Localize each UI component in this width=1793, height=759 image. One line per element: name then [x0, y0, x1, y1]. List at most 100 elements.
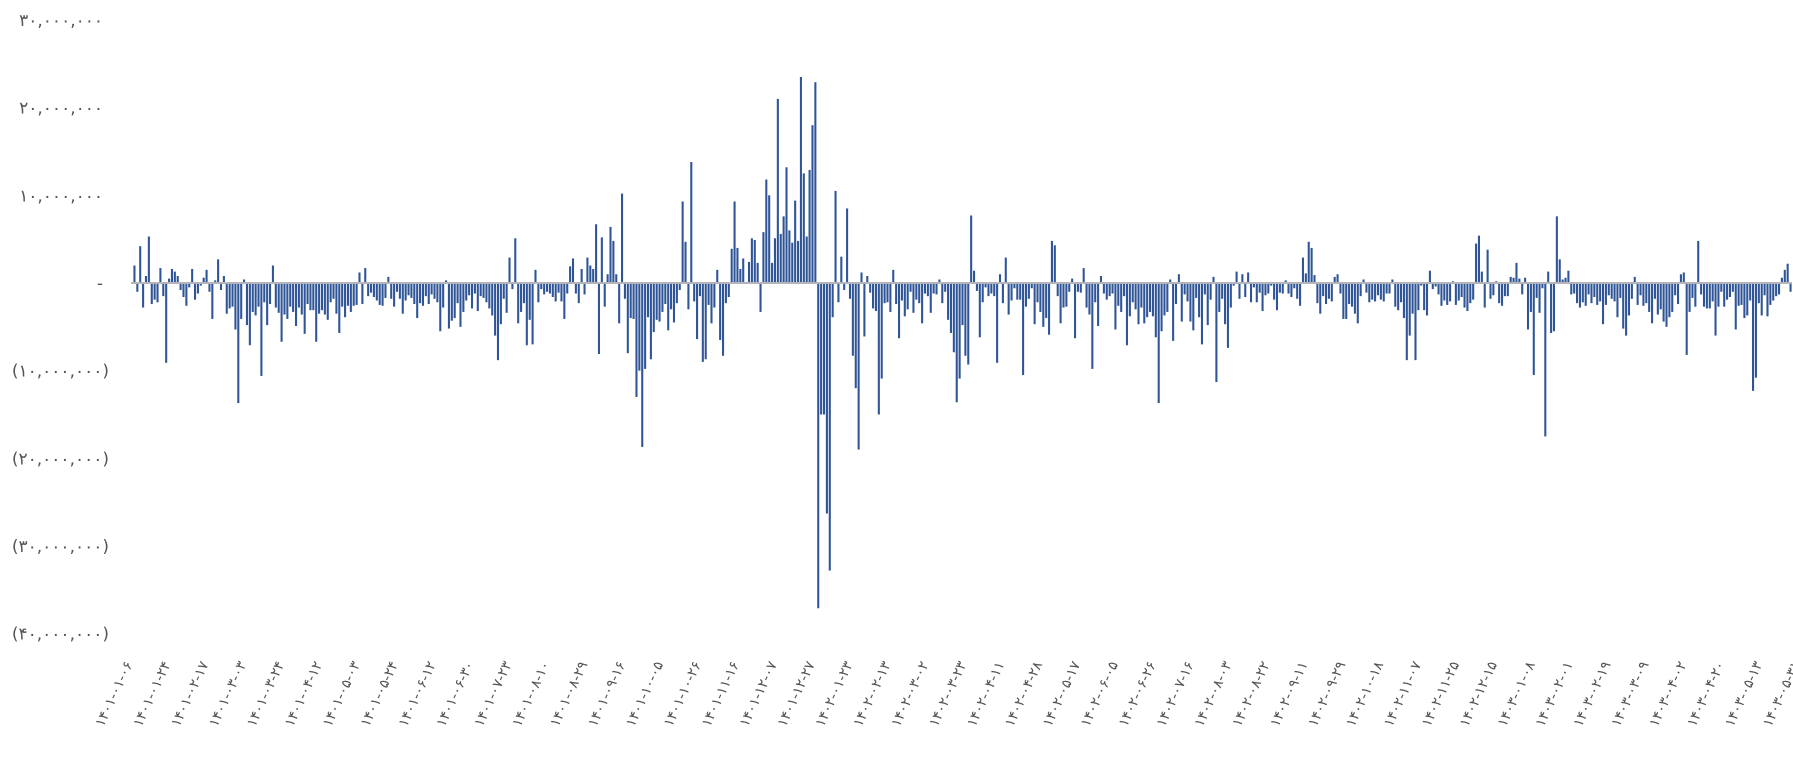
bar: [1039, 283, 1042, 312]
bar: [1428, 270, 1431, 283]
y-tick-label: ۳۰,۰۰۰,۰۰۰: [19, 11, 103, 31]
bar: [1275, 283, 1279, 311]
bar: [450, 283, 453, 321]
bar: [156, 283, 159, 303]
bar: [1036, 283, 1039, 303]
bar: [1177, 274, 1180, 283]
bar: [318, 283, 321, 314]
bar: [1544, 283, 1547, 437]
bar: [222, 275, 225, 283]
bar: [1775, 283, 1778, 297]
x-tick-label: ۱۴۰۳-۰۱-۰۸: [1495, 658, 1539, 729]
bar: [1123, 283, 1126, 297]
bar: [1203, 283, 1206, 295]
bar: [421, 283, 425, 306]
bar: [407, 283, 410, 296]
bar: [895, 283, 898, 305]
bar: [445, 280, 448, 283]
bar: [1007, 283, 1010, 315]
bar: [1359, 283, 1362, 297]
bar: [1780, 277, 1783, 283]
bar: [1769, 283, 1772, 305]
bar: [623, 283, 626, 299]
bar: [349, 283, 352, 312]
bar: [1224, 283, 1227, 325]
bar: [1648, 283, 1651, 312]
bar: [742, 258, 745, 283]
bar: [618, 283, 621, 324]
bar: [909, 283, 912, 292]
bar: [993, 283, 996, 297]
bar: [217, 259, 220, 283]
bar: [208, 283, 211, 292]
bar: [488, 283, 491, 309]
bar: [1411, 283, 1414, 314]
bar: [1728, 283, 1732, 298]
bar: [811, 125, 814, 283]
bar: [1299, 283, 1302, 306]
bar: [202, 277, 205, 283]
bar: [1711, 283, 1714, 302]
bar: [1581, 283, 1584, 303]
bar: [886, 283, 889, 303]
bar: [900, 283, 903, 301]
bar: [1489, 283, 1492, 299]
bar: [540, 283, 543, 290]
bar: [1102, 283, 1105, 294]
bar: [1293, 283, 1296, 289]
bar: [1584, 283, 1587, 306]
bar: [675, 283, 678, 304]
bar: [857, 283, 860, 450]
bar: [762, 232, 765, 283]
bar: [1662, 283, 1665, 322]
bar: [580, 268, 583, 283]
bar: [1423, 283, 1426, 311]
bar: [750, 238, 753, 283]
bar: [1079, 283, 1082, 293]
bar: [1463, 283, 1466, 308]
bar: [352, 283, 355, 306]
bar: [508, 257, 511, 283]
bar: [416, 283, 419, 319]
bar: [727, 283, 730, 298]
bar: [791, 242, 794, 283]
bar: [1120, 283, 1123, 312]
bar: [690, 162, 693, 283]
bar: [1022, 283, 1025, 376]
bar: [1400, 283, 1403, 303]
bar: [687, 283, 690, 310]
y-tick-label: (۲۰,۰۰۰,۰۰۰): [12, 449, 109, 469]
bar: [329, 283, 332, 303]
bar: [453, 283, 456, 319]
bar: [569, 266, 572, 283]
bar: [1512, 277, 1515, 283]
bar: [571, 258, 575, 283]
bar: [1195, 283, 1198, 298]
bar: [1232, 283, 1235, 286]
bar: [889, 283, 892, 312]
bar: [1091, 283, 1094, 369]
bar: [274, 283, 277, 308]
bar: [1645, 283, 1648, 304]
bar: [1143, 283, 1146, 324]
bar: [286, 283, 289, 319]
bar: [225, 283, 228, 314]
bar: [973, 270, 976, 283]
x-tick-label: ۱۴۰۱-۰۴-۱۲: [282, 659, 326, 729]
bar: [1365, 283, 1368, 293]
bar: [782, 216, 785, 283]
bar: [1397, 283, 1400, 311]
bar: [984, 283, 987, 288]
x-tick-label: ۱۴۰۳-۰۲-۱۹: [1571, 659, 1615, 729]
bar: [797, 240, 800, 283]
bar: [1085, 283, 1088, 308]
x-tick-label: ۱۴۰۱-۰۳-۰۳: [206, 658, 250, 729]
bar: [1082, 268, 1085, 283]
bar: [1501, 283, 1504, 306]
bar: [846, 208, 849, 283]
y-tick-label: (۴۰,۰۰۰,۰۰۰): [12, 625, 109, 645]
bar: [947, 283, 950, 320]
bar: [1558, 259, 1561, 283]
bar: [1651, 283, 1654, 324]
